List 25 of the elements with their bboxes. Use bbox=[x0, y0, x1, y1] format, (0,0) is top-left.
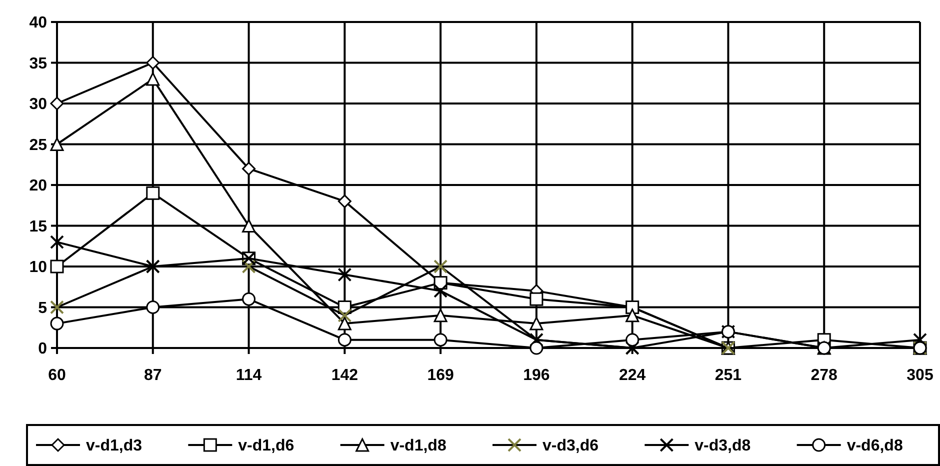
y-tick-label: 30 bbox=[29, 96, 48, 114]
y-tick-label: 40 bbox=[29, 14, 48, 32]
x-tick-label: 224 bbox=[618, 367, 646, 384]
y-tick-label: 15 bbox=[29, 218, 48, 236]
x-tick-label: 196 bbox=[523, 367, 550, 384]
legend-label: v-d1,d6 bbox=[238, 438, 294, 455]
x-tick-label: 142 bbox=[331, 367, 358, 384]
x-tick-label: 114 bbox=[236, 367, 262, 384]
legend-label: v-d3,d8 bbox=[694, 438, 751, 455]
y-tick-label: 25 bbox=[29, 136, 48, 154]
x-tick-label: 60 bbox=[48, 367, 66, 384]
y-tick-label: 10 bbox=[29, 259, 48, 276]
legend-label: v-d6,d8 bbox=[846, 438, 903, 455]
legend-label: v-d1,d3 bbox=[86, 438, 142, 455]
y-tick-label: 20 bbox=[29, 178, 48, 195]
y-tick-label: 0 bbox=[38, 340, 48, 358]
x-tick-label: 278 bbox=[810, 367, 838, 384]
x-tick-label: 251 bbox=[714, 367, 742, 384]
legend-label: v-d1,d8 bbox=[390, 438, 446, 455]
y-tick-label: 35 bbox=[29, 55, 48, 72]
x-tick-label: 169 bbox=[427, 367, 454, 384]
y-tick-label: 5 bbox=[38, 300, 48, 317]
x-tick-label: 305 bbox=[906, 367, 934, 384]
x-tick-label: 87 bbox=[144, 367, 162, 384]
legend-label: v-d3,d6 bbox=[542, 438, 599, 455]
